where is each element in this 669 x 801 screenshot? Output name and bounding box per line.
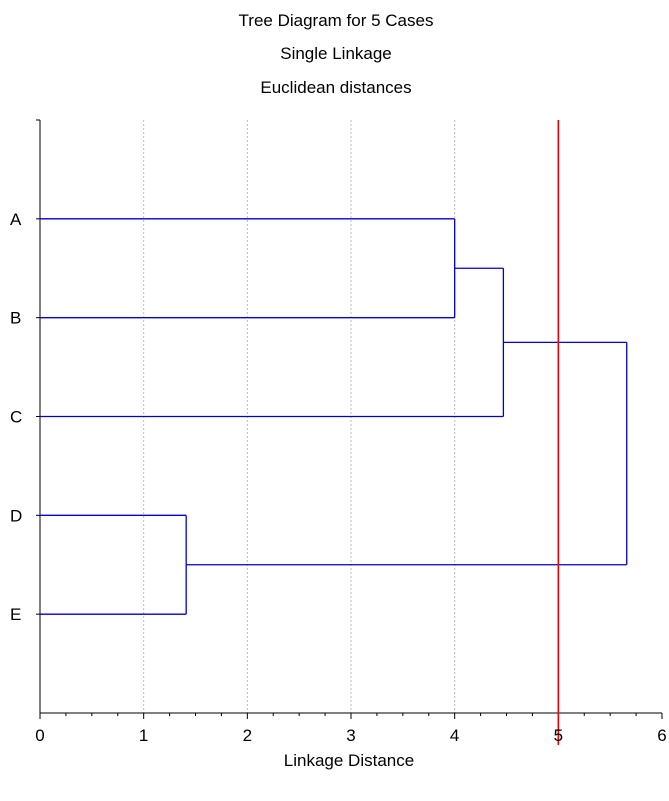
x-tick-label: 5	[554, 726, 563, 745]
x-tick-label: 0	[35, 726, 44, 745]
case-label-c: C	[10, 408, 22, 427]
chart-title: Tree Diagram for 5 Cases Single Linkage …	[239, 11, 434, 97]
case-label-b: B	[10, 309, 21, 328]
axes	[36, 119, 663, 719]
x-tick-label: 6	[657, 726, 666, 745]
axis-labels: 0 1 2 3 4 5 6 A B C D E	[10, 210, 667, 745]
x-axis-title: Linkage Distance	[284, 751, 414, 770]
dendrogram-tree	[40, 218, 628, 615]
x-tick-label: 3	[346, 726, 355, 745]
chart-title-line-3: Euclidean distances	[260, 78, 411, 97]
x-tick-label: 1	[139, 726, 148, 745]
x-tick-label: 2	[243, 726, 252, 745]
case-label-a: A	[10, 210, 22, 229]
x-tick-label: 4	[450, 726, 459, 745]
chart-title-line-1: Tree Diagram for 5 Cases	[239, 11, 434, 30]
case-label-d: D	[10, 506, 22, 525]
chart-title-line-2: Single Linkage	[280, 44, 392, 63]
case-label-e: E	[10, 605, 21, 624]
